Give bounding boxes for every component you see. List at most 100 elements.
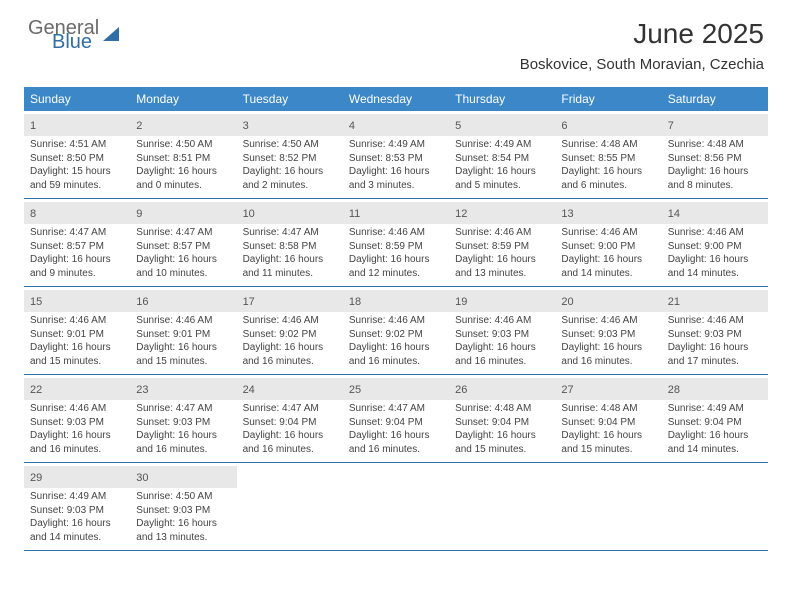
day-number: 7 xyxy=(668,120,674,132)
day-number-row: 7 xyxy=(662,114,768,136)
dow-cell: Tuesday xyxy=(237,87,343,111)
day-cell: 20Sunrise: 4:46 AMSunset: 9:03 PMDayligh… xyxy=(555,287,661,374)
day-number-row: 30 xyxy=(130,466,236,488)
dow-cell: Friday xyxy=(555,87,661,111)
day-number-row: 25 xyxy=(343,378,449,400)
day-number-row: 11 xyxy=(343,202,449,224)
day-info-line: Daylight: 16 hours xyxy=(243,341,337,355)
day-number-row: 17 xyxy=(237,290,343,312)
day-info-line: Sunset: 9:03 PM xyxy=(668,328,762,342)
day-info-line: and 10 minutes. xyxy=(136,267,230,281)
dow-cell: Thursday xyxy=(449,87,555,111)
day-info-line: Daylight: 16 hours xyxy=(455,429,549,443)
day-number-row: 20 xyxy=(555,290,661,312)
day-info-line: Daylight: 16 hours xyxy=(243,165,337,179)
day-info-line: Daylight: 16 hours xyxy=(349,341,443,355)
day-cell: 16Sunrise: 4:46 AMSunset: 9:01 PMDayligh… xyxy=(130,287,236,374)
dow-cell: Monday xyxy=(130,87,236,111)
day-number: 29 xyxy=(30,472,42,484)
day-number: 18 xyxy=(349,296,361,308)
day-info-line: and 6 minutes. xyxy=(561,179,655,193)
day-info-line: and 15 minutes. xyxy=(30,355,124,369)
day-info-line: and 14 minutes. xyxy=(30,531,124,545)
day-info-line: Sunset: 9:02 PM xyxy=(349,328,443,342)
day-info-line: Sunset: 8:59 PM xyxy=(349,240,443,254)
day-cell: 24Sunrise: 4:47 AMSunset: 9:04 PMDayligh… xyxy=(237,375,343,462)
day-info-line: Daylight: 15 hours xyxy=(30,165,124,179)
day-info-line: Sunrise: 4:46 AM xyxy=(668,226,762,240)
day-info-line: Daylight: 16 hours xyxy=(455,341,549,355)
day-number: 22 xyxy=(30,384,42,396)
day-number: 8 xyxy=(30,208,36,220)
day-info-line: Daylight: 16 hours xyxy=(455,253,549,267)
day-cell xyxy=(555,463,661,550)
day-info-line: and 15 minutes. xyxy=(136,355,230,369)
day-number: 12 xyxy=(455,208,467,220)
day-cell xyxy=(237,463,343,550)
day-info-line: Daylight: 16 hours xyxy=(561,253,655,267)
day-info-line: Sunset: 9:04 PM xyxy=(349,416,443,430)
day-number-row: 10 xyxy=(237,202,343,224)
month-title: June 2025 xyxy=(520,18,764,50)
title-block: June 2025 Boskovice, South Moravian, Cze… xyxy=(520,18,764,73)
day-number: 23 xyxy=(136,384,148,396)
day-info-line: Daylight: 16 hours xyxy=(668,165,762,179)
day-info-line: Sunset: 9:00 PM xyxy=(668,240,762,254)
day-info-line: and 14 minutes. xyxy=(668,443,762,457)
day-number: 14 xyxy=(668,208,680,220)
day-number-row: 15 xyxy=(24,290,130,312)
day-info-line: and 16 minutes. xyxy=(455,355,549,369)
day-info-line: Sunrise: 4:49 AM xyxy=(30,490,124,504)
brand-part2: Blue xyxy=(52,32,99,52)
day-info-line: Sunset: 9:04 PM xyxy=(668,416,762,430)
day-info-line: Daylight: 16 hours xyxy=(136,517,230,531)
day-cell: 8Sunrise: 4:47 AMSunset: 8:57 PMDaylight… xyxy=(24,199,130,286)
day-info-line: and 13 minutes. xyxy=(455,267,549,281)
day-info-line: Sunset: 8:57 PM xyxy=(30,240,124,254)
day-info-line: Sunrise: 4:50 AM xyxy=(136,490,230,504)
day-info-line: Daylight: 16 hours xyxy=(668,341,762,355)
day-info-line: and 59 minutes. xyxy=(30,179,124,193)
dow-cell: Sunday xyxy=(24,87,130,111)
day-number: 4 xyxy=(349,120,355,132)
day-number: 6 xyxy=(561,120,567,132)
day-info-line: Sunset: 8:58 PM xyxy=(243,240,337,254)
day-number: 24 xyxy=(243,384,255,396)
day-cell: 19Sunrise: 4:46 AMSunset: 9:03 PMDayligh… xyxy=(449,287,555,374)
day-number: 28 xyxy=(668,384,680,396)
day-info-line: Daylight: 16 hours xyxy=(30,517,124,531)
day-number-row: 21 xyxy=(662,290,768,312)
day-info-line: Sunrise: 4:46 AM xyxy=(668,314,762,328)
day-info-line: and 13 minutes. xyxy=(136,531,230,545)
day-info-line: Daylight: 16 hours xyxy=(136,341,230,355)
day-info-line: Sunset: 8:55 PM xyxy=(561,152,655,166)
day-number: 25 xyxy=(349,384,361,396)
day-info-line: Sunrise: 4:51 AM xyxy=(30,138,124,152)
day-info-line: Sunrise: 4:46 AM xyxy=(561,314,655,328)
day-cell: 15Sunrise: 4:46 AMSunset: 9:01 PMDayligh… xyxy=(24,287,130,374)
day-info-line: and 14 minutes. xyxy=(561,267,655,281)
day-info-line: and 16 minutes. xyxy=(243,355,337,369)
day-info-line: Sunrise: 4:47 AM xyxy=(349,402,443,416)
day-number: 9 xyxy=(136,208,142,220)
day-number: 21 xyxy=(668,296,680,308)
day-info-line: and 15 minutes. xyxy=(561,443,655,457)
day-info-line: and 16 minutes. xyxy=(243,443,337,457)
day-info-line: and 3 minutes. xyxy=(349,179,443,193)
day-number-row: 9 xyxy=(130,202,236,224)
day-cell: 13Sunrise: 4:46 AMSunset: 9:00 PMDayligh… xyxy=(555,199,661,286)
day-info-line: Daylight: 16 hours xyxy=(455,165,549,179)
day-info-line: Daylight: 16 hours xyxy=(243,429,337,443)
day-info-line: Sunset: 8:52 PM xyxy=(243,152,337,166)
day-number: 30 xyxy=(136,472,148,484)
day-number: 27 xyxy=(561,384,573,396)
dow-cell: Saturday xyxy=(662,87,768,111)
dow-header-row: SundayMondayTuesdayWednesdayThursdayFrid… xyxy=(24,87,768,111)
day-info-line: Daylight: 16 hours xyxy=(30,429,124,443)
day-info-line: Daylight: 16 hours xyxy=(349,429,443,443)
day-info-line: Daylight: 16 hours xyxy=(136,253,230,267)
day-number: 19 xyxy=(455,296,467,308)
day-info-line: Daylight: 16 hours xyxy=(349,253,443,267)
day-cell: 22Sunrise: 4:46 AMSunset: 9:03 PMDayligh… xyxy=(24,375,130,462)
day-cell: 29Sunrise: 4:49 AMSunset: 9:03 PMDayligh… xyxy=(24,463,130,550)
